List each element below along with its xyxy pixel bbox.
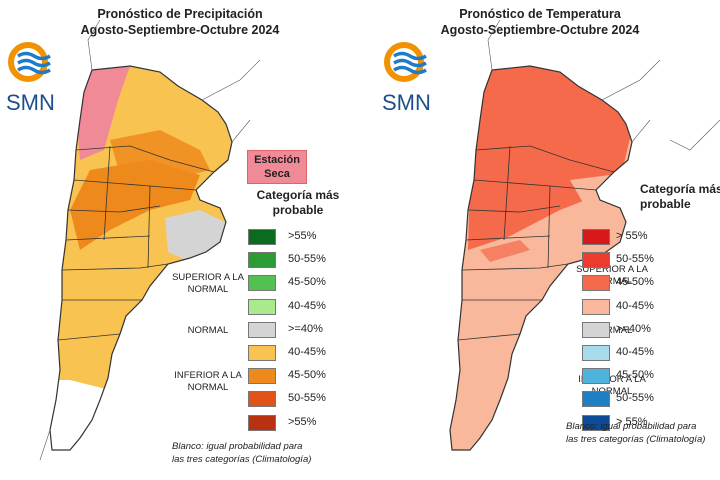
legend-group-superior: SUPERIOR A LA NORMAL — [172, 272, 244, 295]
smn-logo: SMN — [382, 42, 431, 115]
precipitation-map — [39, 19, 261, 461]
legend-swatch — [582, 391, 610, 408]
footnote-line-1: Blanco: igual probabilidad para — [172, 441, 303, 452]
legend-label: >55% — [288, 230, 317, 242]
province-borders — [457, 145, 615, 341]
footnote-line-1: Blanco: igual probabilidad para — [566, 421, 697, 432]
temperature-map — [449, 19, 720, 451]
legend-swatch — [582, 414, 610, 431]
precipitation-panel: Pronóstico de Precipitación Agosto-Septi… — [0, 6, 360, 465]
legend-label: 40-45% — [616, 299, 654, 312]
legend-group-normal: NORMAL — [187, 325, 229, 336]
legend-group-superior: SUPERIOR A LA NORMAL — [576, 264, 648, 287]
legend-swatch — [248, 229, 276, 245]
precipitation-title: Pronóstico de Precipitación Agosto-Septi… — [0, 6, 360, 38]
legend-swatch — [582, 275, 610, 292]
legend-swatch — [582, 345, 610, 361]
legend-swatch — [248, 391, 276, 408]
legend-label: 40-45% — [616, 346, 654, 358]
temperature-panel: Pronóstico de Temperatura Agosto-Septiem… — [360, 0, 720, 480]
legend-label: 50-55% — [288, 253, 326, 266]
logo-ring-icon — [8, 42, 48, 82]
province-borders — [57, 145, 215, 341]
legend-label: 40-45% — [288, 346, 326, 358]
legend-label: >=40% — [616, 322, 651, 335]
title-line-1: Pronóstico de Temperatura — [459, 7, 621, 21]
legend-swatch — [582, 229, 610, 245]
neighbor-borders — [39, 19, 261, 461]
neighbor-borders — [487, 19, 720, 151]
legend-label: >55% — [288, 415, 317, 428]
temperature-title: Pronóstico de Temperatura Agosto-Septiem… — [360, 6, 720, 38]
legend-swatch — [582, 298, 610, 315]
legend-label: 50-55% — [616, 392, 654, 405]
logo-text: SMN — [6, 90, 55, 115]
legend-label: 45-50% — [616, 276, 654, 289]
legend-swatch — [248, 298, 276, 315]
legend-title: Categoría más probable — [256, 188, 340, 217]
legend-swatch — [582, 252, 610, 269]
logo-text: SMN — [382, 90, 431, 115]
legend-swatch — [248, 252, 276, 269]
dry-season-label: Estación Seca — [247, 150, 307, 184]
legend-label: > 55% — [616, 230, 648, 242]
title-line-2: Agosto-Septiembre-Octubre 2024 — [440, 23, 640, 37]
argentina-outline — [449, 65, 633, 451]
legend-swatch — [248, 368, 276, 385]
legend-swatch — [248, 345, 276, 361]
footnote-line-2: las tres categorías (Climatología) — [172, 454, 312, 465]
legend-label: >=40% — [288, 322, 323, 335]
smn-logo: SMN — [6, 42, 55, 115]
legend-group-inferior: INFERIOR A LA NORMAL — [174, 370, 242, 393]
legend-label: > 55% — [616, 415, 648, 428]
legend-swatch — [582, 368, 610, 385]
legend-label: 45-50% — [288, 369, 326, 382]
legend-label: 50-55% — [288, 392, 326, 405]
legend-label: 45-50% — [616, 369, 654, 382]
legend-label: 40-45% — [288, 299, 326, 312]
legend-label: 50-55% — [616, 253, 654, 266]
legend-swatch — [248, 275, 276, 292]
logo-ring-icon — [384, 42, 424, 82]
argentina-outline — [49, 65, 233, 451]
legend-label: 45-50% — [288, 276, 326, 289]
legend-group-normal: NORMAL — [591, 325, 633, 336]
title-line-2: Agosto-Septiembre-Octubre 2024 — [80, 23, 280, 37]
footnote-line-2: las tres categorías (Climatología) — [566, 434, 706, 445]
legend-swatch — [248, 321, 276, 338]
legend-title: Categoría más probable — [640, 182, 720, 211]
legend-group-inferior: INFERIOR A LA NORMAL — [578, 374, 646, 397]
title-line-1: Pronóstico de Precipitación — [97, 7, 263, 21]
legend-swatch — [582, 321, 610, 338]
legend-swatch — [248, 414, 276, 431]
